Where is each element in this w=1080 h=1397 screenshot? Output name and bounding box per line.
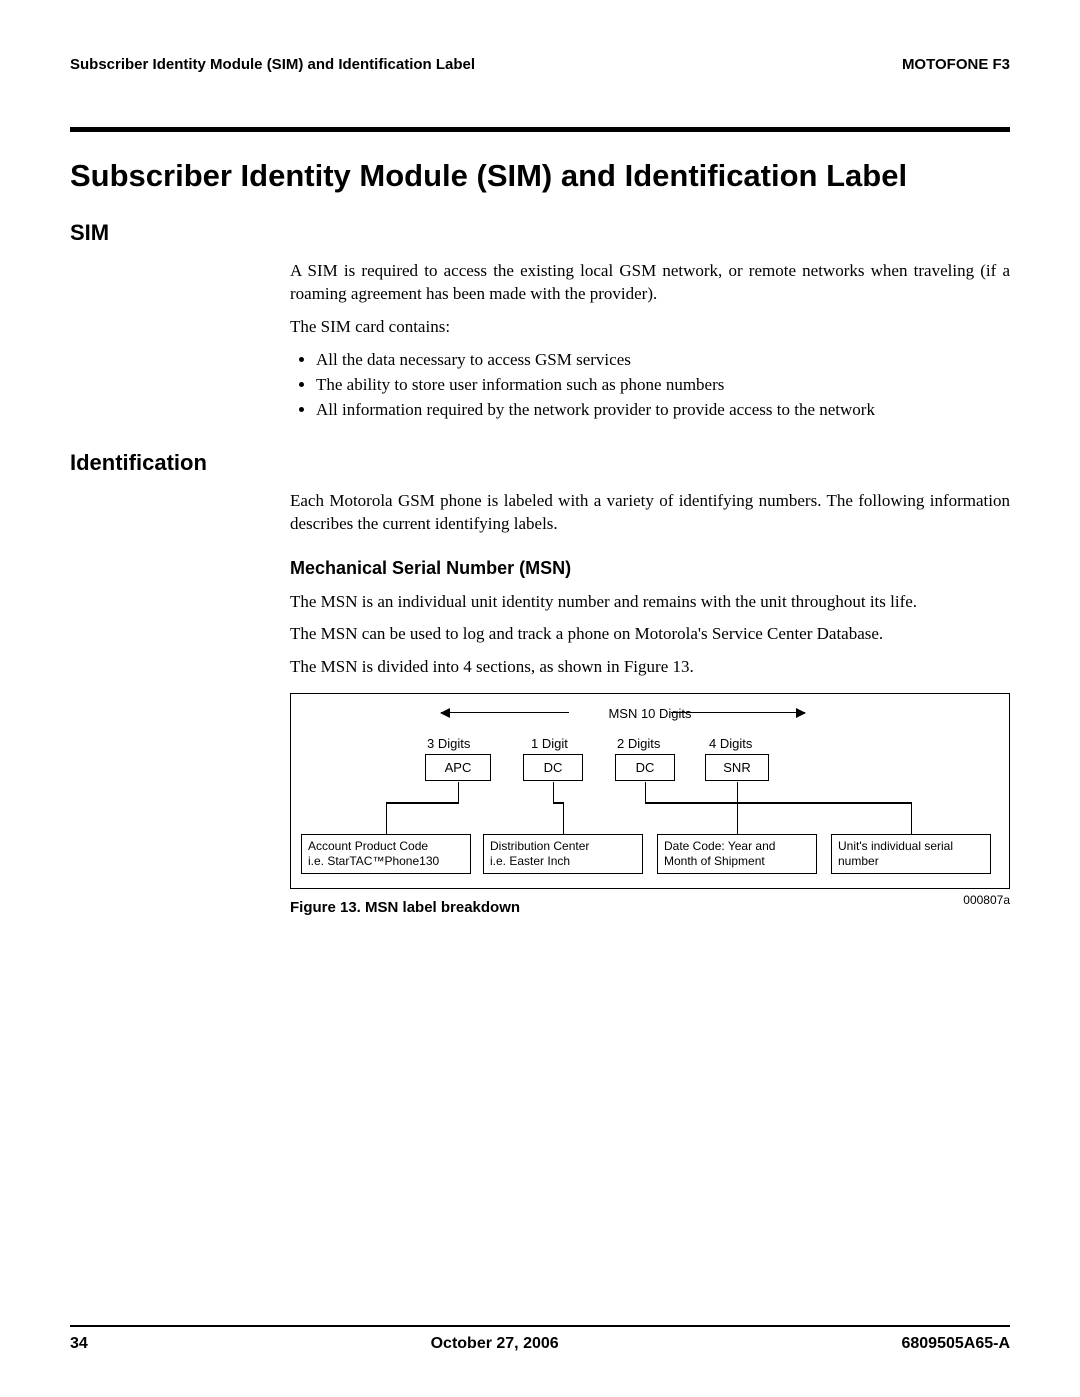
section-sim: SIM A SIM is required to access the exis…: [70, 220, 1010, 430]
page-title: Subscriber Identity Module (SIM) and Ide…: [70, 158, 1010, 194]
figure-caption: Figure 13. MSN label breakdown: [290, 899, 1010, 916]
digits-label-3: 4 Digits: [709, 736, 752, 751]
footer-page: 34: [70, 1335, 88, 1353]
sim-bullet-1: All the data necessary to access GSM ser…: [316, 349, 1010, 372]
ident-paragraph-1: Each Motorola GSM phone is labeled with …: [290, 490, 1010, 536]
figure-13: MSN 10 Digits 3 Digits APC Account Product…: [290, 693, 1010, 916]
connector: [645, 802, 738, 804]
connector: [458, 782, 460, 802]
footer-doc: 6809505A65-A: [901, 1335, 1010, 1353]
connector: [553, 782, 555, 802]
desc-box-0: Account Product Codei.e. StarTAC™Phone13…: [301, 834, 471, 874]
footer-date: October 27, 2006: [431, 1335, 559, 1353]
page-footer: 34 October 27, 2006 6809505A65-A: [70, 1325, 1010, 1353]
horizontal-rule: [70, 127, 1010, 132]
section-ident-label: Identification: [70, 450, 290, 917]
connector: [911, 802, 913, 834]
running-header: Subscriber Identity Module (SIM) and Ide…: [70, 56, 1010, 73]
code-box-1: DC: [523, 754, 583, 781]
desc-box-1: Distribution Centeri.e. Easter Inch: [483, 834, 643, 874]
connector: [737, 782, 739, 802]
figure-id: 000807a: [963, 893, 1010, 907]
connector: [563, 802, 565, 834]
figure-top-label: MSN 10 Digits: [291, 706, 1009, 721]
msn-paragraph-3: The MSN is divided into 4 sections, as s…: [290, 656, 1010, 679]
code-box-2: DC: [615, 754, 675, 781]
desc-box-3: Unit's individual serialnumber: [831, 834, 991, 874]
code-box-0: APC: [425, 754, 491, 781]
sim-bullet-2: The ability to store user information su…: [316, 374, 1010, 397]
connector: [737, 802, 912, 804]
connector: [645, 782, 647, 802]
arrow-right-icon: [671, 712, 805, 713]
msn-paragraph-2: The MSN can be used to log and track a p…: [290, 623, 1010, 646]
arrow-left-icon: [441, 712, 569, 713]
msn-heading: Mechanical Serial Number (MSN): [290, 558, 1010, 579]
connector: [386, 802, 459, 804]
msn-paragraph-1: The MSN is an individual unit identity n…: [290, 591, 1010, 614]
header-left: Subscriber Identity Module (SIM) and Ide…: [70, 56, 475, 73]
header-right: MOTOFONE F3: [902, 56, 1010, 73]
digits-label-1: 1 Digit: [531, 736, 568, 751]
connector: [386, 802, 388, 834]
sim-bullet-3: All information required by the network …: [316, 399, 1010, 422]
sim-paragraph-2: The SIM card contains:: [290, 316, 1010, 339]
connector: [553, 802, 564, 804]
code-box-3: SNR: [705, 754, 769, 781]
section-sim-label: SIM: [70, 220, 290, 430]
sim-paragraph-1: A SIM is required to access the existing…: [290, 260, 1010, 306]
desc-box-2: Date Code: Year andMonth of Shipment: [657, 834, 817, 874]
figure-13-box: MSN 10 Digits 3 Digits APC Account Product…: [290, 693, 1010, 889]
connector: [737, 802, 739, 834]
digits-label-0: 3 Digits: [427, 736, 470, 751]
sim-bullet-list: All the data necessary to access GSM ser…: [290, 349, 1010, 422]
digits-label-2: 2 Digits: [617, 736, 660, 751]
section-identification: Identification Each Motorola GSM phone i…: [70, 450, 1010, 917]
